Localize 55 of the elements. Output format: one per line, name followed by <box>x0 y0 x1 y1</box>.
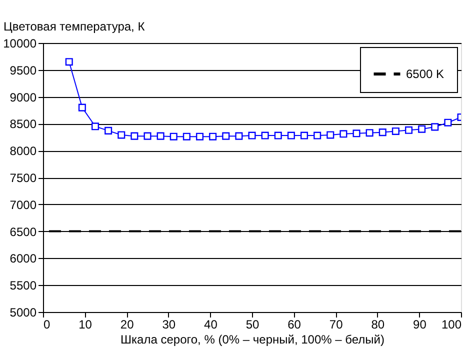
point <box>144 132 152 140</box>
y-tick-label: 6500 <box>10 224 37 239</box>
x-tick-label: 100 <box>441 318 462 332</box>
point <box>392 127 400 135</box>
point <box>378 128 386 136</box>
point <box>404 126 413 134</box>
point <box>274 132 282 140</box>
x-tick-label: 40 <box>204 318 218 332</box>
y-tick-label: 7000 <box>10 198 37 212</box>
x-tick-label: 20 <box>120 318 134 332</box>
y-tick-label: 8000 <box>10 144 37 158</box>
point <box>248 132 256 140</box>
point <box>340 130 348 138</box>
y-tick-label: 6000 <box>10 252 37 266</box>
point <box>235 132 243 140</box>
point <box>287 132 295 140</box>
x-tick-label: 70 <box>329 318 344 332</box>
y-tick-label: 10000 <box>3 36 37 50</box>
x-tick-label: 80 <box>371 318 385 332</box>
y-tick-label: 5500 <box>10 278 37 293</box>
point <box>78 104 86 112</box>
point <box>91 122 100 130</box>
x-tick-label: 90 <box>413 318 427 332</box>
point <box>418 125 426 133</box>
point <box>182 132 190 140</box>
point <box>65 58 73 66</box>
point <box>170 132 178 140</box>
y-tick-label: 7500 <box>10 171 37 185</box>
y-tick-label: 5000 <box>10 306 37 320</box>
point <box>261 132 269 140</box>
point <box>366 129 374 137</box>
point <box>314 132 322 140</box>
point <box>222 132 230 140</box>
point <box>326 131 334 139</box>
point <box>118 131 126 139</box>
y-tick-label: 9500 <box>10 63 37 78</box>
x-tick-label: 60 <box>288 318 302 332</box>
point <box>156 132 164 140</box>
legend-label: 6500 K <box>406 67 444 81</box>
point <box>431 123 439 131</box>
point <box>104 126 112 134</box>
point <box>352 130 360 138</box>
point <box>444 118 452 126</box>
x-tick-label: 50 <box>246 318 260 332</box>
point <box>300 132 308 140</box>
point <box>130 132 138 140</box>
x-axis-title: Шкала серого, % (0% – черный, 100% – белый) <box>120 332 384 346</box>
y-tick-label: 8500 <box>10 117 37 132</box>
y-axis-title: Цветовая температура, К <box>4 20 145 34</box>
x-tick-label: 0 <box>44 318 50 332</box>
x-tick-label: 10 <box>78 318 92 332</box>
y-tick-label: 9000 <box>10 90 37 104</box>
point <box>196 132 204 140</box>
x-tick-label: 30 <box>162 318 176 332</box>
point <box>209 132 217 140</box>
